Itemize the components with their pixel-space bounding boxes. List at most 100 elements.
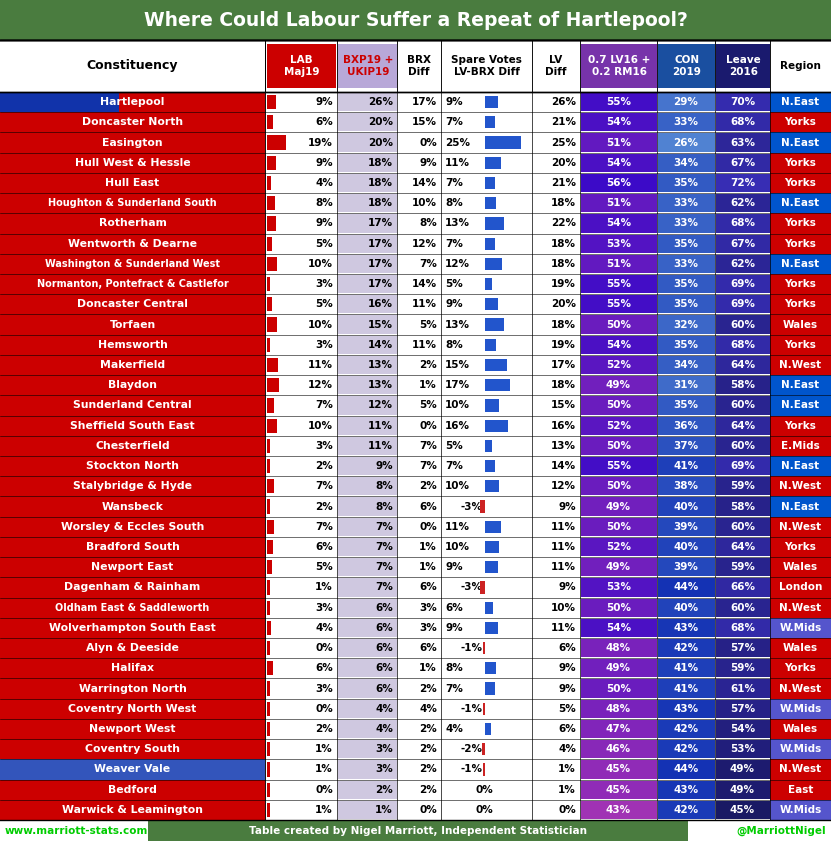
Bar [483, 642, 484, 654]
Text: 49%: 49% [606, 663, 631, 674]
Text: 10%: 10% [445, 542, 470, 552]
Text: 48%: 48% [606, 704, 631, 714]
Text: 49%: 49% [606, 562, 631, 573]
Text: 2%: 2% [376, 785, 393, 795]
Bar [770, 233, 831, 253]
Bar [581, 437, 657, 455]
Text: 42%: 42% [673, 724, 699, 734]
Text: N.West: N.West [779, 603, 822, 613]
Text: Hemsworth: Hemsworth [97, 340, 167, 349]
Bar [267, 237, 272, 251]
Bar [581, 679, 657, 698]
Text: 38%: 38% [673, 482, 699, 492]
Text: 16%: 16% [368, 300, 393, 309]
Text: Yorks: Yorks [784, 157, 816, 168]
Bar [716, 255, 770, 273]
Text: 3%: 3% [420, 603, 437, 613]
Text: 7%: 7% [375, 562, 393, 573]
Bar [0, 213, 265, 233]
Text: W.Mids: W.Mids [779, 704, 822, 714]
Bar [0, 294, 265, 314]
Text: 22%: 22% [551, 218, 576, 228]
Bar [484, 237, 495, 250]
Text: 52%: 52% [606, 360, 631, 370]
Text: East: East [788, 785, 814, 795]
Text: 4%: 4% [375, 704, 393, 714]
Text: Constituency: Constituency [91, 60, 182, 72]
Text: 21%: 21% [551, 178, 576, 188]
Text: 6%: 6% [420, 502, 437, 512]
Bar [658, 639, 715, 658]
Text: 1%: 1% [315, 583, 333, 593]
Bar [267, 44, 336, 88]
Bar [265, 456, 580, 477]
Text: 50%: 50% [606, 522, 631, 532]
Text: 6%: 6% [315, 663, 333, 674]
Text: LAB
Maj19: LAB Maj19 [293, 56, 328, 77]
Text: 9%: 9% [558, 684, 576, 694]
Bar [658, 44, 715, 88]
Bar [0, 578, 265, 598]
Bar [716, 296, 770, 313]
Bar [658, 740, 715, 759]
Bar [0, 537, 265, 557]
Bar [0, 638, 265, 658]
Text: 10%: 10% [551, 603, 576, 613]
Text: 6%: 6% [376, 663, 393, 674]
Text: N.East: N.East [781, 461, 819, 472]
Text: Constituency: Constituency [86, 60, 179, 72]
Bar [770, 739, 831, 759]
Bar [0, 719, 265, 739]
Text: 5%: 5% [315, 238, 333, 248]
Bar [716, 417, 770, 434]
Bar [265, 517, 580, 537]
Text: 0%: 0% [315, 785, 333, 795]
Text: Table created by Nigel Marriott, Independent Statistician: Table created by Nigel Marriott, Indepen… [249, 826, 587, 836]
Bar [0, 699, 265, 719]
Text: -2%: -2% [460, 744, 483, 754]
Text: 17%: 17% [412, 97, 437, 107]
Bar [338, 679, 397, 698]
Bar [581, 44, 657, 88]
Text: 9%: 9% [445, 97, 463, 107]
Bar [484, 298, 498, 311]
Text: E.Mids: E.Mids [781, 441, 820, 450]
Bar [484, 258, 502, 270]
Bar [686, 43, 743, 89]
Text: Bedford: Bedford [108, 785, 157, 795]
Text: 14%: 14% [368, 340, 393, 349]
Text: LAB
Maj19: LAB Maj19 [283, 56, 319, 77]
Text: 2%: 2% [420, 765, 437, 775]
Bar [716, 679, 770, 698]
Text: 41%: 41% [673, 663, 699, 674]
Bar [484, 419, 508, 432]
Bar [0, 416, 265, 436]
Text: 11%: 11% [551, 562, 576, 573]
Text: 26%: 26% [673, 137, 699, 147]
Text: Wolverhampton South East: Wolverhampton South East [49, 623, 216, 633]
Bar [265, 679, 580, 699]
Bar [581, 195, 657, 212]
Text: 2%: 2% [315, 461, 333, 472]
Bar [267, 580, 270, 594]
Text: 61%: 61% [730, 684, 755, 694]
Text: Easington: Easington [102, 137, 163, 147]
Bar [267, 176, 271, 190]
Bar [0, 800, 265, 820]
Text: Warwick & Leamington: Warwick & Leamington [62, 805, 203, 815]
Text: 5%: 5% [315, 562, 333, 573]
Bar [338, 498, 397, 515]
Text: 11%: 11% [445, 157, 470, 168]
Bar [338, 215, 397, 232]
Text: Where Could Labour Suffer a Repeat of Hartlepool?: Where Could Labour Suffer a Repeat of Ha… [144, 10, 687, 29]
Text: 4%: 4% [375, 724, 393, 734]
Text: 20%: 20% [551, 157, 576, 168]
Text: W.Mids: W.Mids [779, 744, 822, 754]
Bar [581, 498, 657, 515]
Bar [265, 334, 580, 354]
Bar [770, 92, 831, 112]
Text: Weaver Vale: Weaver Vale [95, 765, 170, 775]
Bar [716, 174, 770, 192]
Text: 33%: 33% [673, 258, 699, 269]
Text: 33%: 33% [673, 218, 699, 228]
